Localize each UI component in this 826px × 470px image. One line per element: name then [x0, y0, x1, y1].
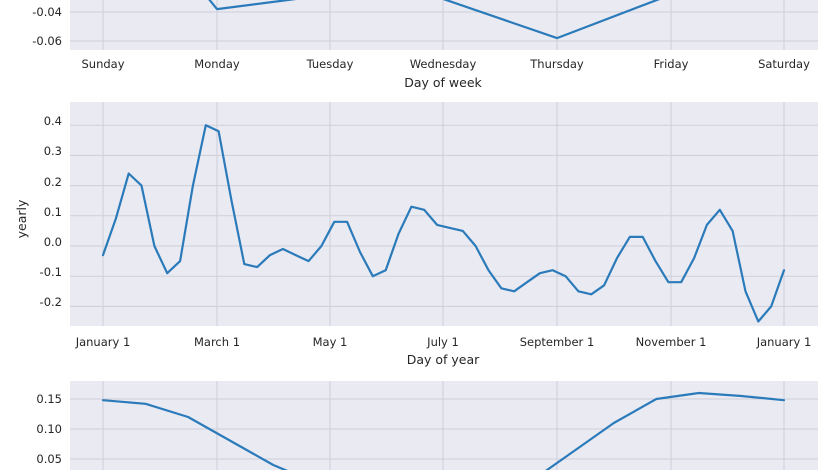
weekly-xtick-0: Sunday	[81, 57, 124, 71]
yearly-x-axis-label: Day of year	[407, 352, 480, 367]
third-ytick-0: 0.15	[36, 392, 62, 406]
yearly-xtick-5: November 1	[636, 335, 707, 349]
yearly-panel: 0.4 0.3 0.2 0.1 0.0 -0.1 -0.2 January 1 M…	[14, 102, 818, 367]
weekly-xtick-3: Wednesday	[410, 57, 477, 71]
yearly-y-axis-label: yearly	[14, 199, 29, 238]
yearly-ytick-6: -0.2	[40, 295, 62, 309]
third-ytick-2: 0.05	[36, 452, 62, 466]
yearly-ytick-1: 0.3	[44, 144, 62, 158]
third-ytick-1: 0.10	[36, 422, 62, 436]
yearly-plot-area	[70, 102, 818, 326]
yearly-ytick-2: 0.2	[44, 175, 62, 189]
weekly-xtick-6: Saturday	[758, 57, 810, 71]
yearly-xtick-4: September 1	[520, 335, 595, 349]
third-series-line	[101, 399, 288, 470]
weekly-x-axis-label: Day of week	[404, 75, 482, 90]
yearly-xtick-1: March 1	[194, 335, 240, 349]
yearly-ytick-3: 0.1	[44, 205, 62, 219]
weekly-ytick-0: -0.04	[32, 5, 62, 19]
yearly-ytick-4: 0.0	[44, 235, 62, 249]
weekly-xtick-2: Tuesday	[306, 57, 354, 71]
yearly-ytick-0: 0.4	[44, 114, 62, 128]
yearly-xtick-2: May 1	[313, 335, 348, 349]
yearly-xtick-0: January 1	[75, 335, 131, 349]
yearly-xtick-3: July 1	[426, 335, 459, 349]
weekly-series-line	[208, 0, 660, 40]
weekly-panel: -0.04 -0.06 Sunday Monday Tuesday Wednesday…	[32, 0, 818, 90]
weekly-ytick-1: -0.06	[32, 34, 62, 48]
yearly-series-line	[101, 124, 786, 323]
weekly-xtick-5: Friday	[654, 57, 689, 71]
yearly-ytick-5: -0.1	[40, 265, 62, 279]
weekly-xtick-4: Thursday	[529, 57, 584, 71]
third-series-line-right	[545, 391, 786, 470]
weekly-plot-area	[70, 0, 818, 50]
third-panel: 0.15 0.10 0.05	[36, 381, 818, 470]
weekly-xtick-1: Monday	[194, 57, 240, 71]
yearly-xtick-6: January 1	[756, 335, 812, 349]
third-plot-area	[70, 381, 818, 470]
